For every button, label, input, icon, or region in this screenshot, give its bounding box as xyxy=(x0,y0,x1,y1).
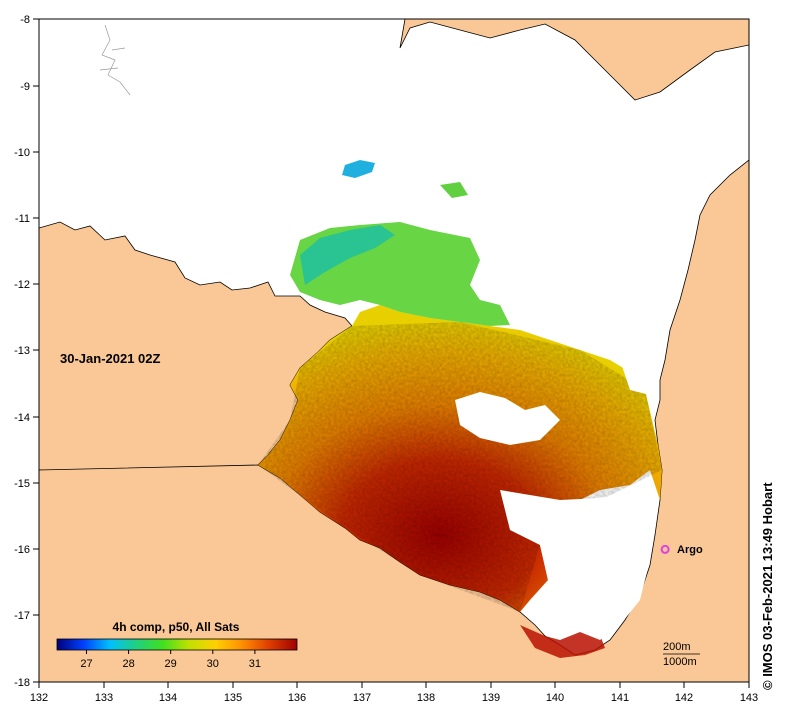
lon-tick-label: 137 xyxy=(353,692,371,704)
colorbar-gradient xyxy=(56,638,298,651)
scale-legend: 200m 1000m xyxy=(663,641,700,668)
lon-tick-label: 135 xyxy=(224,692,242,704)
cloud-gap-east xyxy=(500,490,655,640)
lon-tick-label: 136 xyxy=(288,692,306,704)
sst-scatter-north xyxy=(342,160,375,178)
lat-tick-label: -9 xyxy=(20,81,30,93)
cloud-gap-central xyxy=(455,392,560,445)
lon-tick-label: 133 xyxy=(95,692,113,704)
lon-tick-label: 138 xyxy=(417,692,435,704)
argo-label: Argo xyxy=(677,544,703,556)
cloud-gap-cape-york xyxy=(620,360,650,395)
longitude-axis: 132 133 134 135 136 137 138 139 140 141 … xyxy=(30,682,758,704)
contour-1000m-label: 1000m xyxy=(663,656,697,668)
lon-tick-label: 134 xyxy=(159,692,177,704)
colorbar-tick-label: 31 xyxy=(249,658,261,670)
gulf-sst-texture xyxy=(258,322,662,612)
lon-tick-label: 143 xyxy=(740,692,758,704)
colorbar-tick-label: 30 xyxy=(207,658,219,670)
lon-tick-label: 139 xyxy=(482,692,500,704)
sst-cyan-band xyxy=(300,225,395,285)
lat-tick-label: -8 xyxy=(20,14,30,26)
lat-tick-label: -11 xyxy=(15,213,30,225)
river-channels xyxy=(99,24,131,96)
colorbar-tick-label: 29 xyxy=(165,658,177,670)
argo-float-icon[interactable] xyxy=(660,544,670,554)
contour-200m-label: 200m xyxy=(663,641,691,653)
lat-tick-label: -12 xyxy=(14,279,30,291)
lon-tick-label: 142 xyxy=(675,692,693,704)
lon-tick-label: 141 xyxy=(611,692,629,704)
sst-scatter-north-2 xyxy=(440,182,468,198)
colorbar-tick-label: 27 xyxy=(80,658,92,670)
colorbar-tick-label: 28 xyxy=(122,658,134,670)
lat-tick-label: -13 xyxy=(14,345,30,357)
argo-marker[interactable]: Argo xyxy=(660,544,703,556)
lat-tick-label: -16 xyxy=(14,544,30,556)
lat-tick-label: -10 xyxy=(14,147,30,159)
land-papua-new-guinea xyxy=(399,19,749,101)
lat-tick-label: -14 xyxy=(14,412,30,424)
imos-credit: © IMOS 03-Feb-2021 13:49 Hobart xyxy=(760,482,775,690)
date-label: 30-Jan-2021 02Z xyxy=(60,351,161,366)
lat-tick-label: -18 xyxy=(14,677,30,689)
lat-tick-label: -15 xyxy=(14,478,30,490)
latitude-axis: -8 -9 -10 -11 -12 -13 -14 -15 -16 -17 -1… xyxy=(14,14,39,689)
colorbar-title: 4h comp, p50, All Sats xyxy=(113,620,240,634)
lat-tick-label: -17 xyxy=(14,610,30,622)
lon-tick-label: 132 xyxy=(30,692,48,704)
lon-tick-label: 140 xyxy=(546,692,564,704)
colorbar: 4h comp, p50, All Sats 27 28 29 30 31 xyxy=(56,620,298,670)
